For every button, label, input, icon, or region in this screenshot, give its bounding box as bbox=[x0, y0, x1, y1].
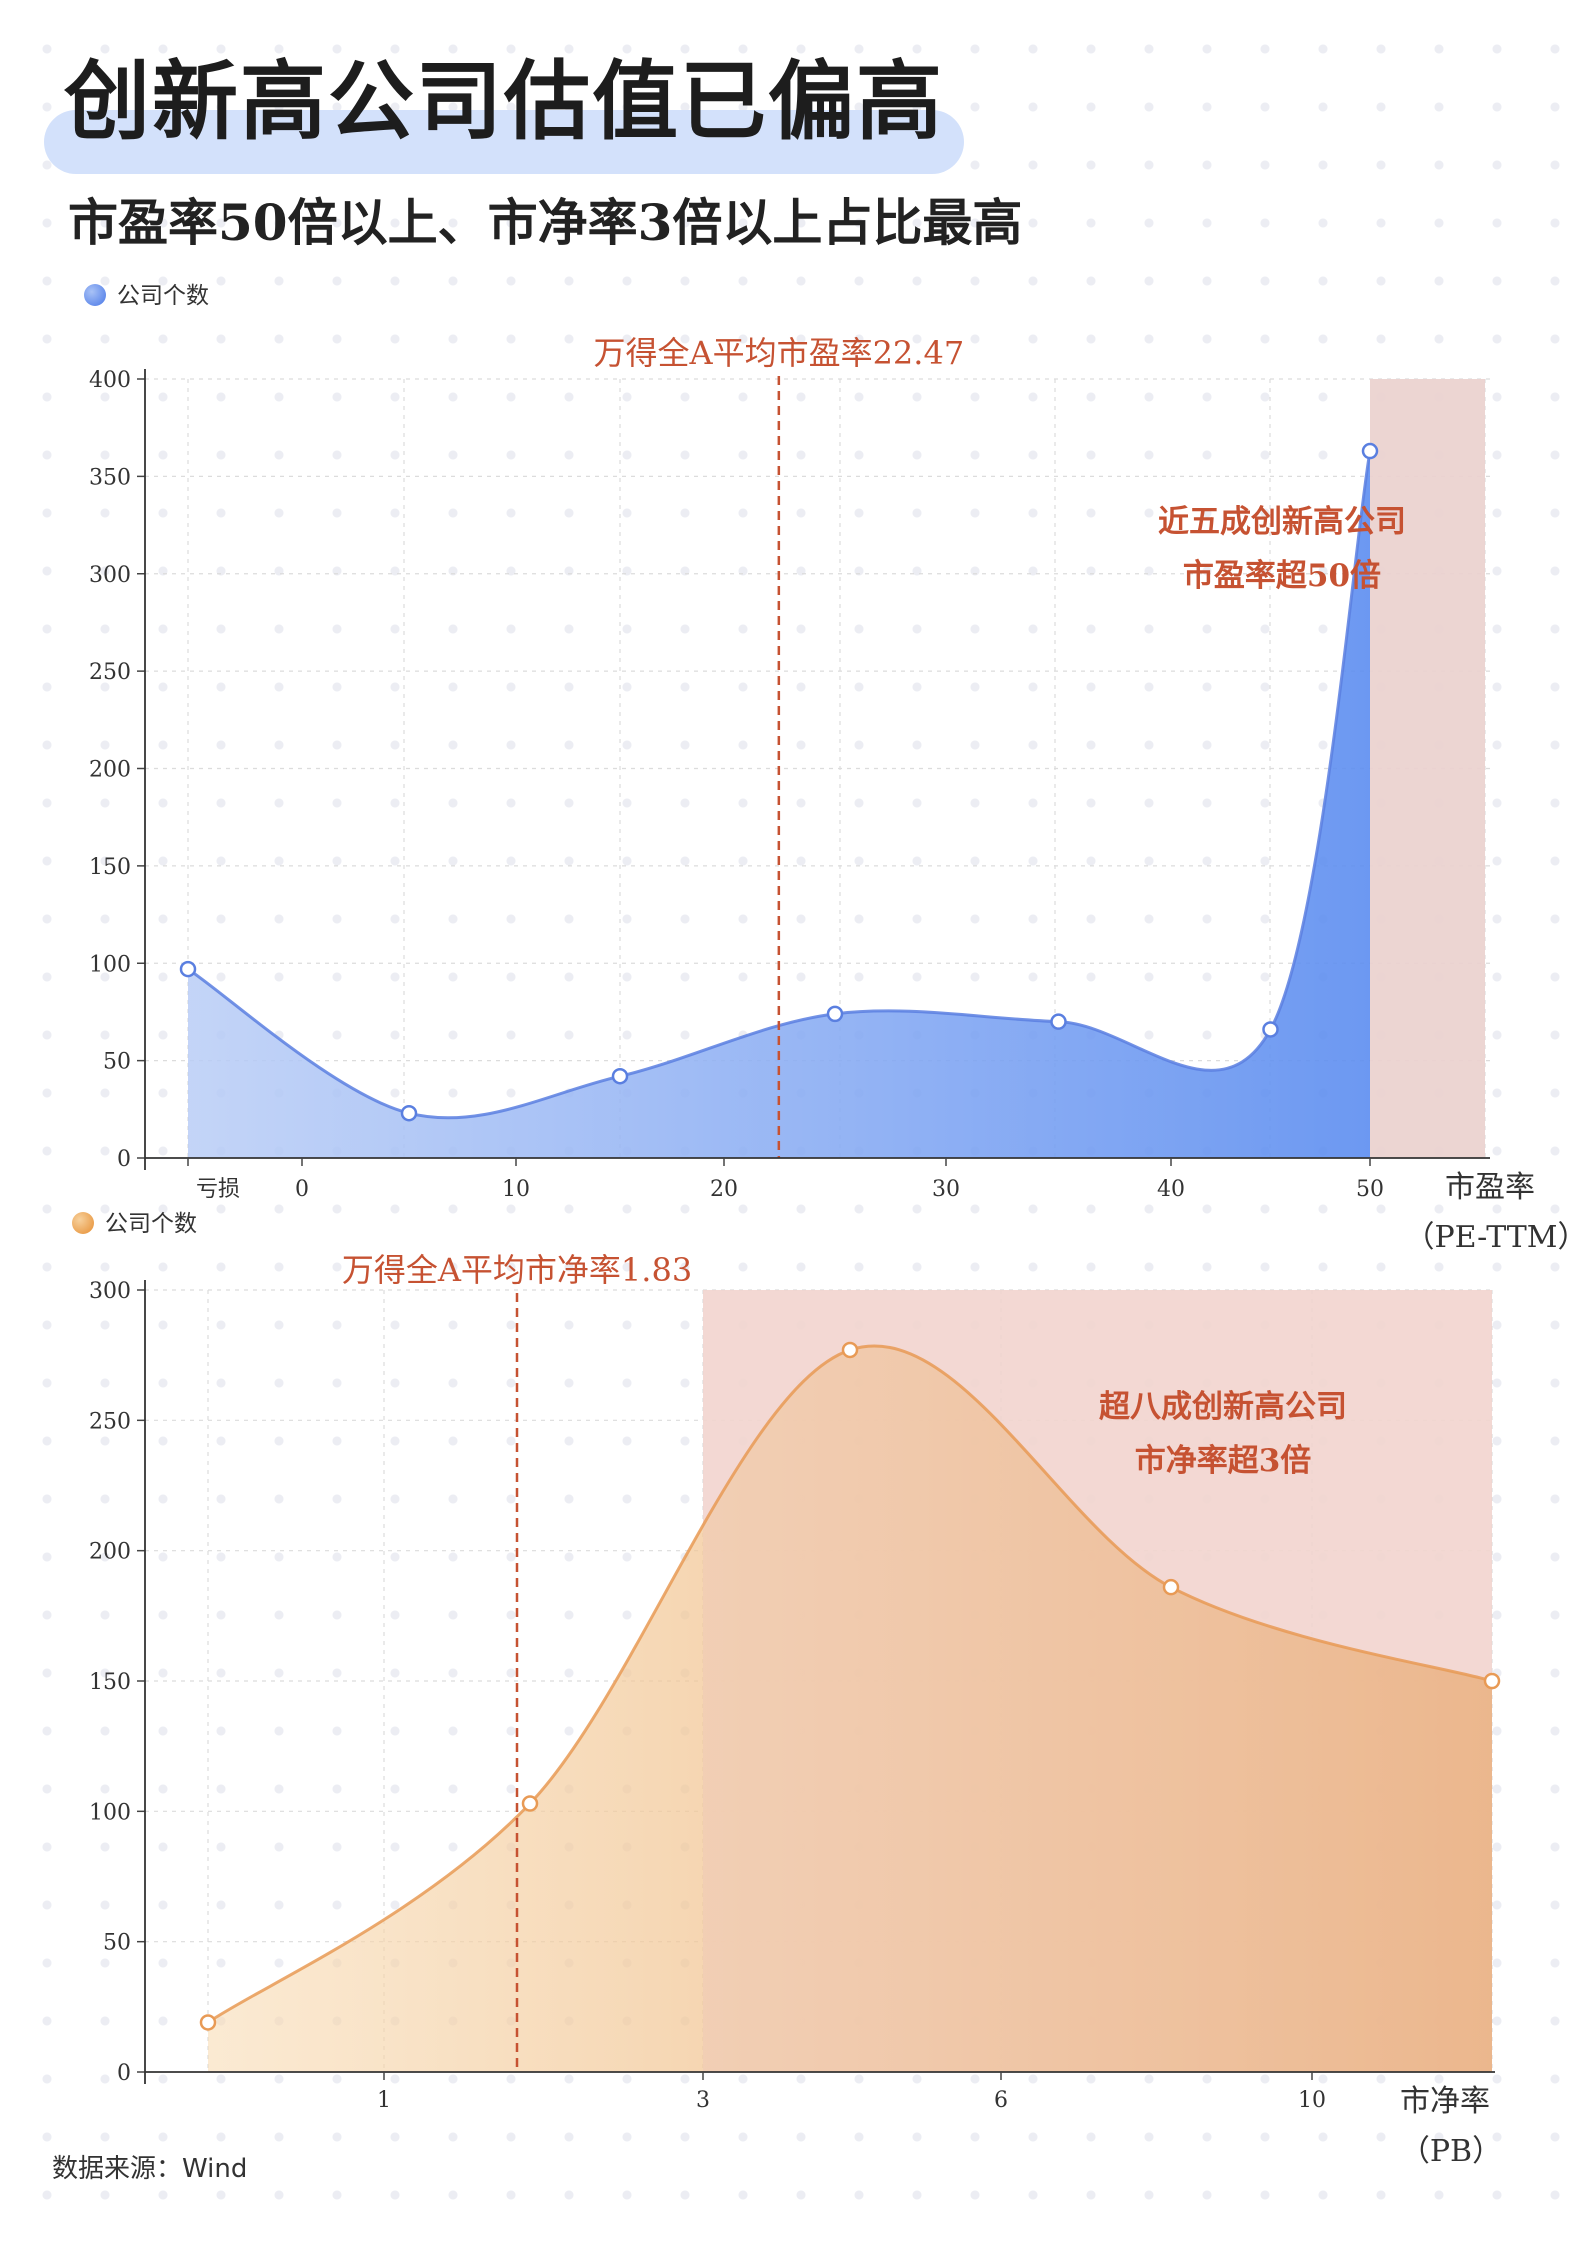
title-highlight bbox=[44, 110, 964, 174]
data-point bbox=[826, 1005, 844, 1023]
y-tick-label: 100 bbox=[89, 1800, 131, 1825]
y-tick-label: 250 bbox=[89, 660, 131, 685]
reference-line-label: 万得全A平均市盈率22.47 bbox=[593, 334, 964, 372]
x-tick-label: 0 bbox=[295, 1177, 309, 1202]
x-tick-label: 6 bbox=[994, 2088, 1008, 2113]
series-area bbox=[188, 451, 1370, 1158]
y-tick-label: 350 bbox=[89, 465, 131, 490]
x-axis-title-unit: （PE-TTM） bbox=[1404, 1220, 1587, 1255]
data-point bbox=[1050, 1013, 1067, 1030]
title-block: 创新高公司估值已偏高 bbox=[44, 40, 964, 174]
legend-marker bbox=[72, 1212, 94, 1234]
y-tick-label: 0 bbox=[117, 2061, 131, 2086]
data-point bbox=[521, 1795, 539, 1812]
y-tick-label: 150 bbox=[89, 855, 131, 880]
y-tick-label: 250 bbox=[89, 1409, 131, 1434]
x-tick-label: 10 bbox=[502, 1177, 530, 1202]
y-tick-label: 300 bbox=[89, 1279, 131, 1304]
x-tick-label: 亏损 bbox=[196, 1177, 240, 1202]
series-area bbox=[208, 1345, 1492, 2072]
x-tick-label: 3 bbox=[696, 2088, 710, 2113]
y-tick-label: 0 bbox=[117, 1147, 131, 1172]
data-point bbox=[1361, 442, 1379, 460]
series-line bbox=[207, 1344, 1493, 2024]
x-tick-label: 30 bbox=[932, 1177, 960, 1202]
legend-label: 公司个数 bbox=[117, 283, 209, 309]
x-tick-label: 20 bbox=[710, 1177, 738, 1202]
y-tick-label: 50 bbox=[103, 1050, 131, 1075]
highlight-region-overlay bbox=[1370, 379, 1485, 1158]
data-point bbox=[1162, 1578, 1180, 1596]
x-tick-label: 50 bbox=[1356, 1177, 1384, 1202]
legend-label: 公司个数 bbox=[105, 1211, 197, 1237]
y-tick-label: 300 bbox=[89, 563, 131, 588]
y-tick-label: 100 bbox=[89, 952, 131, 977]
data-point bbox=[1262, 1021, 1279, 1038]
highlight-region-overlay bbox=[703, 1290, 1492, 2072]
page-subtitle: 市盈率50倍以上、市净率3倍以上占比最高 bbox=[68, 193, 1023, 252]
legend-marker bbox=[84, 284, 106, 306]
x-tick-label: 10 bbox=[1298, 2088, 1326, 2113]
y-tick-label: 200 bbox=[89, 1540, 131, 1565]
x-axis-title: 市盈率 bbox=[1445, 1170, 1535, 1205]
data-source: 数据来源：Wind bbox=[52, 2154, 248, 2184]
x-axis-title-unit: （PB） bbox=[1400, 2134, 1502, 2169]
highlight-annotation: 市盈率超50倍 bbox=[1183, 558, 1381, 594]
data-point bbox=[1483, 1672, 1501, 1690]
y-tick-label: 400 bbox=[89, 368, 131, 393]
x-tick-label: 40 bbox=[1157, 1177, 1185, 1202]
pb-chart: 050100150200250300万得全A平均市净率1.83超八成创新高公司市… bbox=[72, 1211, 1502, 2169]
y-tick-label: 50 bbox=[103, 1931, 131, 1956]
page-title: 创新高公司估值已偏高 bbox=[64, 52, 944, 152]
x-axis-title: 市净率 bbox=[1400, 2084, 1490, 2119]
reference-line-label: 万得全A平均市净率1.83 bbox=[342, 1251, 692, 1289]
highlight-annotation: 市净率超3倍 bbox=[1135, 1443, 1312, 1479]
y-tick-label: 150 bbox=[89, 1670, 131, 1695]
y-tick-label: 200 bbox=[89, 758, 131, 783]
data-point bbox=[611, 1067, 629, 1085]
data-point bbox=[179, 960, 197, 978]
data-point bbox=[841, 1341, 859, 1359]
highlight-annotation: 超八成创新高公司 bbox=[1099, 1389, 1347, 1425]
pe-chart: 050100150200250300350400万得全A平均市盈率22.47近五… bbox=[84, 283, 1587, 1255]
data-point bbox=[199, 2014, 217, 2031]
x-tick-label: 1 bbox=[377, 2088, 391, 2113]
highlight-annotation: 近五成创新高公司 bbox=[1158, 504, 1406, 540]
data-point bbox=[400, 1104, 418, 1122]
